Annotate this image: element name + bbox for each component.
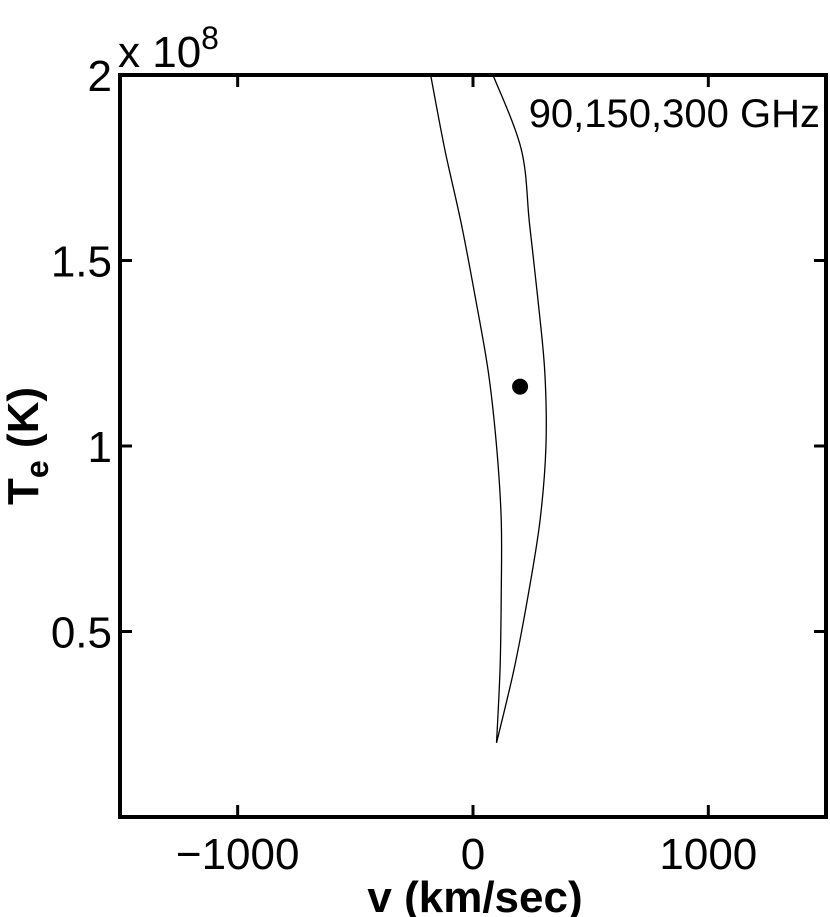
- y-tick-label: 1.5: [51, 238, 112, 287]
- series-layer: [430, 74, 547, 743]
- x-axis-label: v (km/sec): [367, 873, 582, 917]
- y-axis-label-main: T: [0, 478, 48, 505]
- y-axis-label-subscript: e: [19, 460, 55, 478]
- series-line-1: [430, 74, 503, 743]
- y-tick-label: 0.5: [51, 609, 112, 658]
- series-line-2: [492, 74, 547, 743]
- x-tick-label: 1000: [659, 830, 757, 879]
- y-tick-label: 2: [88, 52, 112, 101]
- y-exponent-power: 8: [201, 20, 219, 56]
- annotation-label: 90,150,300 GHz: [529, 92, 820, 136]
- y-exponent-label: x 108: [118, 20, 219, 77]
- y-axis-label: Te (K): [0, 387, 55, 505]
- y-exponent-base: x 10: [118, 28, 201, 77]
- x-tick-label: −1000: [176, 830, 300, 879]
- y-axis-label-unit: (K): [0, 387, 48, 460]
- x-tick-label: 0: [461, 830, 485, 879]
- points-layer: [512, 378, 529, 395]
- ticks-layer: −1000 0 1000 0.5 1 1.5 2: [51, 52, 826, 879]
- y-tick-label: 1: [88, 423, 112, 472]
- plot-frame: [118, 73, 828, 819]
- data-point: [512, 378, 529, 395]
